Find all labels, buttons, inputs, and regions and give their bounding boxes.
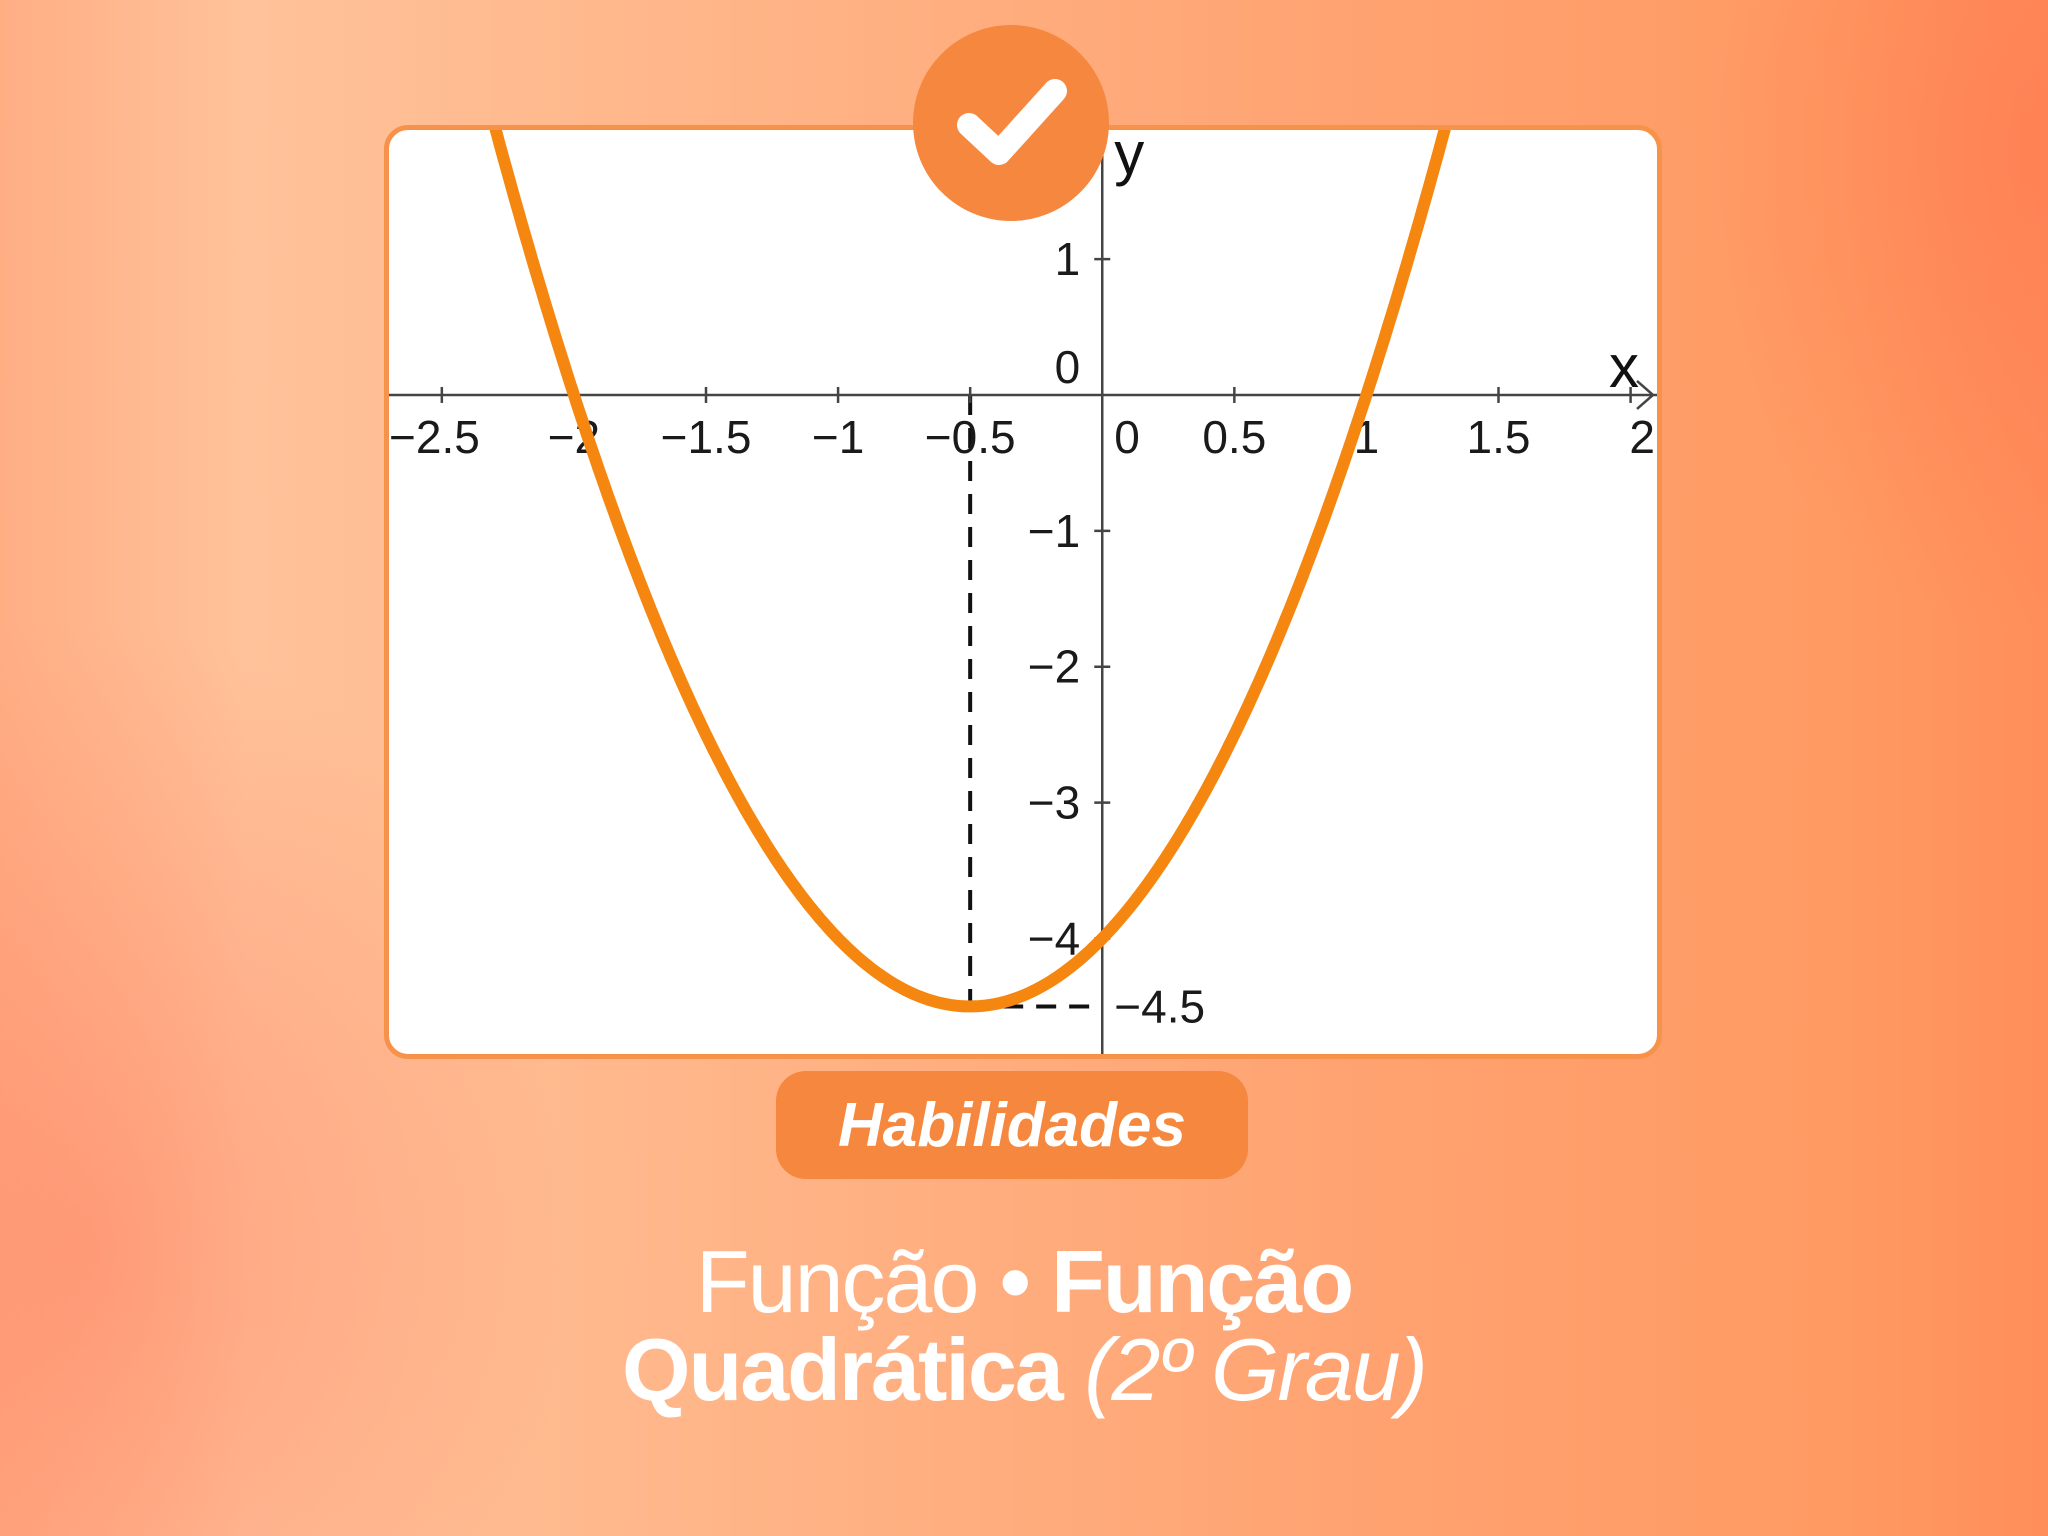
- x-axis-arrow: [1636, 380, 1655, 410]
- x-axis-label: x: [1609, 333, 1639, 400]
- y-tick-label: −4: [1028, 913, 1080, 965]
- x-tick-label: 0: [1114, 411, 1140, 463]
- graph-card: −2.5 −2 −1.5 −1 −0.5 0 0.5 1 1.5 2 1 0 −1 −2 −3 −4 x y…: [384, 125, 1662, 1059]
- x-tick-label: 0.5: [1202, 411, 1266, 463]
- vertex-guides: [968, 394, 1103, 1009]
- y-tick-label: −1: [1028, 505, 1080, 557]
- x-tick-label: −0.5: [925, 411, 1016, 463]
- x-tick-label: −1: [812, 411, 864, 463]
- parabola-chart: −2.5 −2 −1.5 −1 −0.5 0 0.5 1 1.5 2 10−1−2−3−4 x y…: [389, 130, 1657, 1054]
- y-axis-ticks: 1 0 −1 −2 −3 −4: [1028, 233, 1111, 965]
- chart-axes: [389, 130, 1657, 1054]
- topic-name-part2: Quadrática: [622, 1320, 1064, 1419]
- skills-label: Habilidades: [838, 1090, 1186, 1160]
- y-tick-label: −2: [1028, 641, 1080, 693]
- x-tick-label: 1.5: [1467, 411, 1531, 463]
- topic-degree: (2º Grau): [1084, 1320, 1428, 1419]
- series-curve: [489, 130, 1451, 1013]
- topic-line-2: Quadrática (2º Grau): [300, 1326, 1748, 1414]
- topic-category: Função: [695, 1232, 980, 1331]
- topic-name-part1: Função: [1051, 1232, 1354, 1331]
- skills-badge: Habilidades: [776, 1071, 1248, 1179]
- y-tick-label: 0: [1055, 341, 1081, 393]
- x-tick-label: 2: [1629, 411, 1655, 463]
- check-icon: [957, 79, 1067, 165]
- topic-separator: •: [977, 1232, 1052, 1331]
- y-tick-label: −3: [1028, 777, 1080, 829]
- topic-line-1: Função • Função: [300, 1238, 1748, 1326]
- x-tick-label: −2.5: [389, 411, 480, 463]
- topic-title: Função • Função Quadrática (2º Grau): [300, 1238, 1748, 1414]
- parabola-line: [489, 130, 1451, 1013]
- check-badge: [913, 25, 1109, 221]
- x-tick-label: −1.5: [661, 411, 752, 463]
- y-tick-label: 1: [1055, 233, 1081, 285]
- y-axis-label: y: [1114, 130, 1144, 187]
- vertex-y-label: −4.5: [1114, 980, 1205, 1032]
